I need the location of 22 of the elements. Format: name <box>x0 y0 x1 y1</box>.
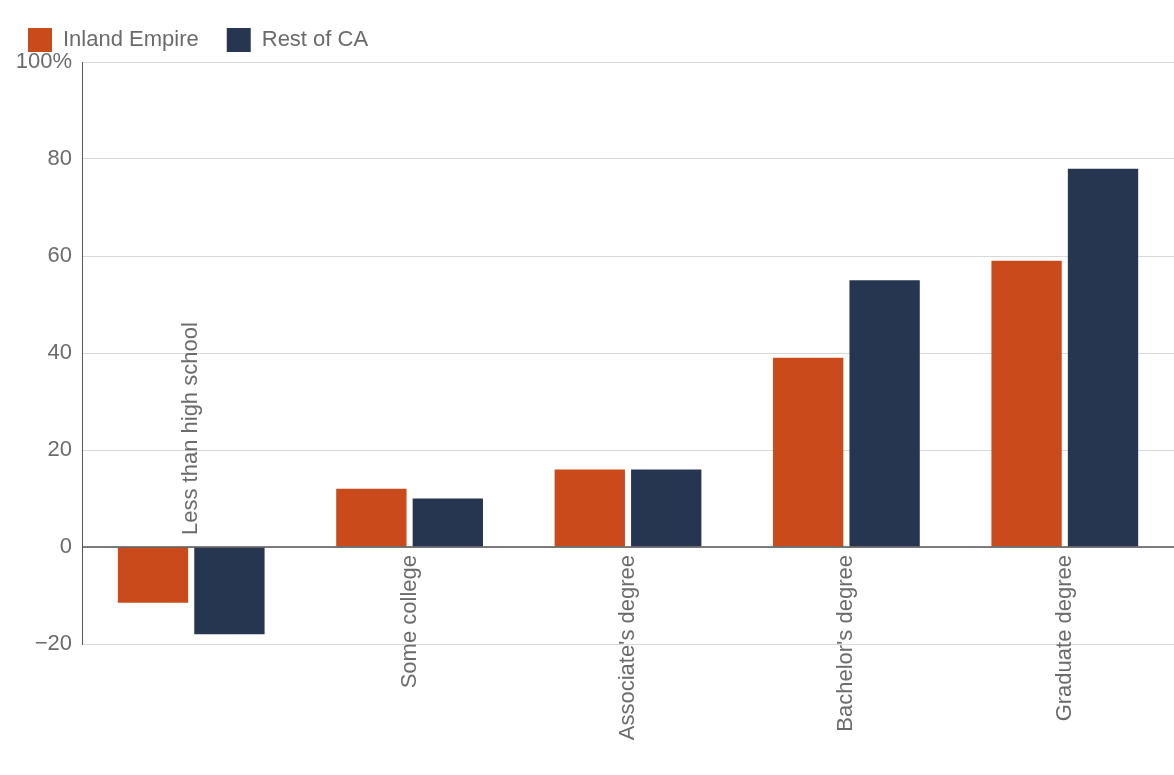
x-tick-label: Some college <box>395 555 421 689</box>
bar <box>1067 168 1139 547</box>
legend-label: Rest of CA <box>261 26 369 52</box>
y-tick-label: 20 <box>47 436 72 462</box>
bar <box>554 469 625 547</box>
y-tick-label: 60 <box>47 242 72 268</box>
x-tick-label: Graduate degree <box>1050 555 1076 722</box>
bar <box>336 488 407 547</box>
bar <box>849 280 920 547</box>
x-tick-label: Less than high school <box>177 322 203 535</box>
bar <box>991 260 1062 547</box>
y-tick-label: 80 <box>47 145 72 171</box>
y-tick-label: 0 <box>59 533 72 559</box>
bar <box>194 547 265 635</box>
bar <box>412 498 483 547</box>
x-tick-label: Bachelor's degree <box>832 555 858 732</box>
y-tick-label: 40 <box>47 339 72 365</box>
bar <box>631 469 702 547</box>
x-tick-label: Associate's degree <box>614 555 640 741</box>
bar <box>117 547 189 603</box>
bar <box>773 357 844 547</box>
y-tick-label: −20 <box>34 630 72 656</box>
